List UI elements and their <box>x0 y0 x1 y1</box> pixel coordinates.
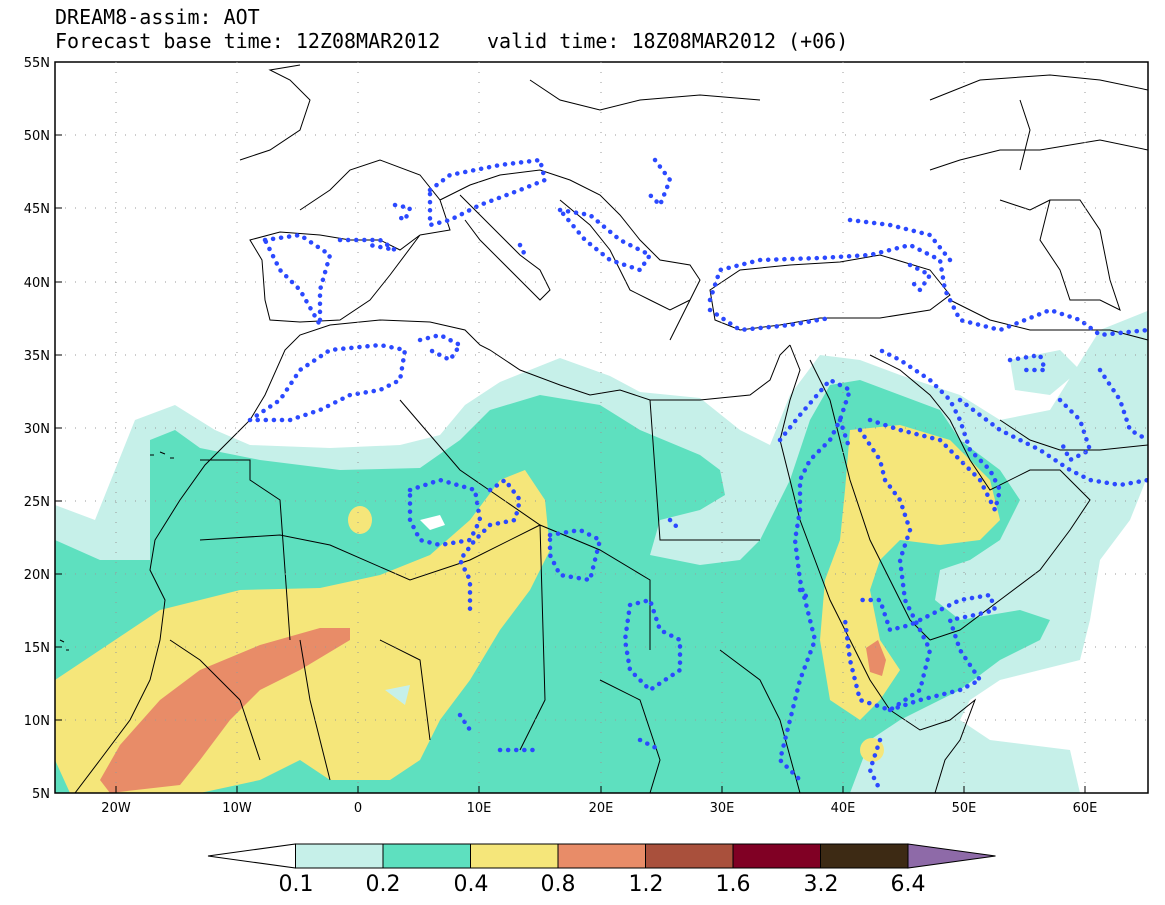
lon-label: 60E <box>1073 801 1098 816</box>
colorbar-label: 1.6 <box>716 872 751 897</box>
lat-label: 25N <box>24 495 50 510</box>
colorbar-swatch <box>645 843 734 869</box>
colorbar-label: 6.4 <box>891 872 926 897</box>
colorbar-label: 0.8 <box>541 872 576 897</box>
dotted-contours <box>242 157 1148 793</box>
title-line-1: DREAM8-assim: AOT <box>55 5 260 29</box>
lat-label: 50N <box>24 129 50 144</box>
latitude-labels: 55N 50N 45N 40N 35N 30N 25N 20N 15N 10N … <box>24 56 50 802</box>
lat-label: 10N <box>24 714 50 729</box>
colorbar-label: 1.2 <box>629 872 664 897</box>
lon-label: 20W <box>101 801 131 816</box>
colorbar-over-triangle <box>907 843 996 869</box>
title-base-time: Forecast base time: 12Z08MAR2012 <box>55 29 441 53</box>
lon-label: 40E <box>831 801 856 816</box>
lat-label: 30N <box>24 422 50 437</box>
colorbar-labels: 0.1 0.2 0.4 0.8 1.2 1.6 3.2 6.4 <box>279 872 926 897</box>
lat-label: 15N <box>24 641 50 656</box>
colorbar-swatch <box>470 843 559 869</box>
colorbar-under-triangle <box>207 843 296 869</box>
lat-label: 40N <box>24 276 50 291</box>
lon-label: 20E <box>589 801 614 816</box>
longitude-labels: 20W 10W 0 10E 20E 30E 40E 50E 60E <box>101 801 1097 816</box>
coastlines-and-borders <box>59 64 1148 793</box>
colorbar-swatch <box>557 843 646 869</box>
colorbar-label: 0.2 <box>366 872 401 897</box>
lat-label: 35N <box>24 349 50 364</box>
lon-label: 10E <box>467 801 492 816</box>
colorbar-label: 0.1 <box>279 872 314 897</box>
aot-field-0.8-1.2 <box>100 628 886 793</box>
lat-label: 5N <box>32 787 50 802</box>
graticule <box>55 62 1148 793</box>
lat-label: 55N <box>24 56 50 71</box>
colorbar <box>207 843 996 869</box>
lon-label: 0 <box>354 801 362 816</box>
colorbar-swatch <box>732 843 821 869</box>
lon-label: 50E <box>952 801 977 816</box>
lon-label: 30E <box>710 801 735 816</box>
colorbar-swatch <box>820 843 909 869</box>
colorbar-swatch <box>382 843 471 869</box>
tick-marks <box>55 61 1086 794</box>
field-gaps <box>385 515 445 705</box>
colorbar-swatch <box>295 843 384 869</box>
lat-label: 45N <box>24 202 50 217</box>
lon-label: 10W <box>222 801 252 816</box>
lat-label: 20N <box>24 568 50 583</box>
colorbar-label: 0.4 <box>454 872 489 897</box>
title-valid-time: valid time: 18Z08MAR2012 (+06) <box>487 29 849 53</box>
colorbar-label: 3.2 <box>804 872 839 897</box>
